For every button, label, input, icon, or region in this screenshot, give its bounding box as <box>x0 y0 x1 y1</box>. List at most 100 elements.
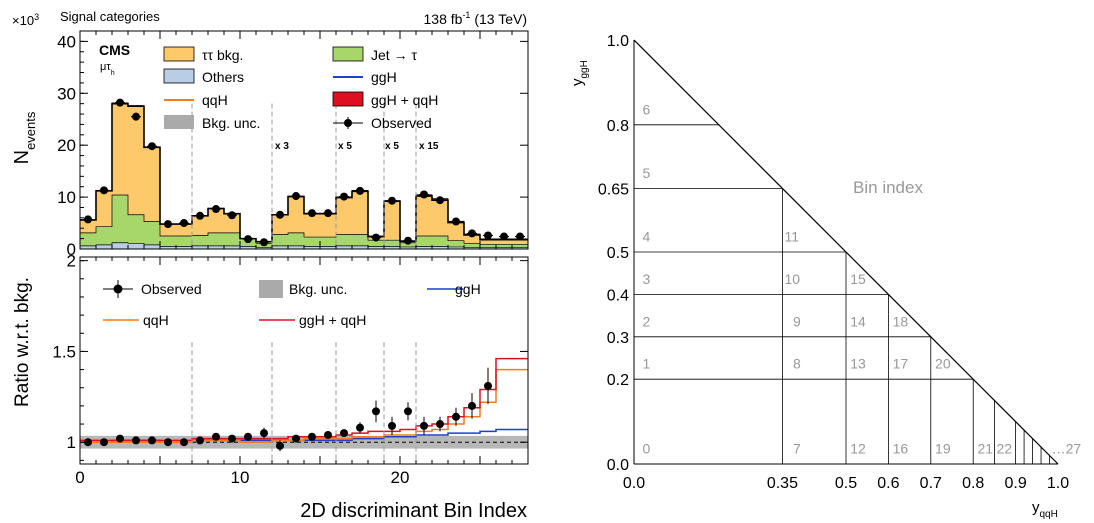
legend-label: Observed <box>371 115 432 131</box>
stack-bar <box>384 246 400 249</box>
bin-label: 7 <box>793 441 801 457</box>
observed-point <box>404 407 412 416</box>
legend-label: ggH + qqH <box>371 92 438 108</box>
x-tick-label: 10 <box>231 468 250 487</box>
bottom-observed-points <box>84 367 492 452</box>
bin-label: 21 <box>977 441 993 457</box>
stack-bar <box>416 246 432 249</box>
bottom-y-ticks: 11.52 <box>52 252 528 461</box>
stack-bar <box>240 246 256 249</box>
observed-point <box>116 434 124 443</box>
top-dashed-separators <box>191 103 417 249</box>
bin-label: 3 <box>642 271 650 287</box>
bottom-dashed-separators <box>191 342 417 464</box>
bin-label: 5 <box>642 165 650 181</box>
stack-bar <box>352 245 368 249</box>
observed-point <box>308 432 316 441</box>
stack-bar <box>96 190 112 227</box>
observed-point <box>132 112 140 121</box>
stack-bar <box>432 246 448 249</box>
stack-bar <box>336 197 352 235</box>
observed-point <box>468 229 476 238</box>
x-tick-label: 1.0 <box>1047 475 1069 492</box>
x-tick-label: 0.0 <box>623 475 645 492</box>
stack-bar <box>160 236 176 247</box>
bin-label: 18 <box>893 313 909 329</box>
observed-point <box>116 98 124 107</box>
observed-point <box>148 436 156 445</box>
observed-point <box>100 186 108 195</box>
y-tick-label: 1 <box>67 433 76 452</box>
observed-point <box>468 401 476 410</box>
top-y-axis-label: Nevents <box>11 111 38 164</box>
observed-point <box>452 412 460 421</box>
right-y-axis-label: yggH <box>569 60 590 86</box>
stack-bar <box>400 246 416 249</box>
x-tick-label: 0.9 <box>1004 475 1026 492</box>
scale-label-x5-b: x 5 <box>385 141 399 152</box>
observed-point <box>292 434 300 443</box>
stack-bar <box>384 240 400 247</box>
bin-label: 11 <box>785 229 800 245</box>
stack-bar <box>512 247 528 249</box>
bin-label: 16 <box>893 441 909 457</box>
y-tick-label: 2 <box>67 252 76 271</box>
stack-bar <box>96 226 112 245</box>
stack-bar <box>496 239 512 245</box>
observed-point <box>244 432 252 441</box>
y-tick-label: 0.65 <box>598 181 629 198</box>
stack-bar <box>496 244 512 248</box>
stack-bar <box>416 236 432 247</box>
observed-point <box>404 236 412 245</box>
observed-point <box>436 196 444 205</box>
observed-point <box>420 190 428 199</box>
stack-bar <box>400 242 416 247</box>
bin-label: 20 <box>935 356 951 372</box>
observed-point <box>340 192 348 201</box>
bin-grid-lines <box>633 39 1059 465</box>
observed-point <box>148 142 156 151</box>
stack-bar <box>112 195 128 243</box>
stack-bar <box>144 147 160 222</box>
stack-bar <box>304 213 320 238</box>
top-y-ticks: 0 10 20 30 40 <box>57 30 528 259</box>
observed-point <box>276 210 284 219</box>
stack-bar <box>320 246 336 249</box>
stack-bar <box>272 234 288 246</box>
observed-point <box>228 434 236 443</box>
stack-bar <box>112 103 128 196</box>
observed-point <box>516 232 524 241</box>
stack-bar <box>512 239 528 245</box>
observed-point <box>500 232 508 241</box>
bin-label: 13 <box>850 356 866 372</box>
observed-point <box>388 421 396 430</box>
x-tick-label: 0.8 <box>962 475 984 492</box>
stack-bar <box>128 243 144 249</box>
right-y-tick-labels: 0.0 0.2 0.3 0.4 0.5 0.65 0.8 1.0 <box>598 33 629 474</box>
bottom-panel: 11.52 0 10 20 Ratio w.r.t. bkg. 2D discrim… <box>12 252 529 522</box>
stack-bar <box>128 106 144 215</box>
observed-point <box>100 438 108 447</box>
bin-label: 17 <box>893 356 909 372</box>
observed-point <box>356 186 364 195</box>
bin-label: 4 <box>642 229 650 245</box>
bin-label: 2 <box>642 313 650 329</box>
stack-bar <box>128 214 144 244</box>
x-tick-label: 0 <box>75 468 84 487</box>
observed-point <box>180 438 188 447</box>
stack-bar <box>304 246 320 249</box>
legend-label: ggH <box>455 281 481 297</box>
bin-label: 9 <box>793 313 801 329</box>
stack-bar <box>304 237 320 247</box>
stack-bar <box>288 196 304 233</box>
right-x-axis-label: yqqH <box>1032 499 1058 520</box>
stack-bar <box>512 244 528 248</box>
stack-bar <box>432 200 448 237</box>
y-tick-label: 0 <box>67 240 76 259</box>
stack-bar <box>176 224 192 237</box>
stack-bar <box>416 196 432 237</box>
observed-point <box>164 220 172 229</box>
